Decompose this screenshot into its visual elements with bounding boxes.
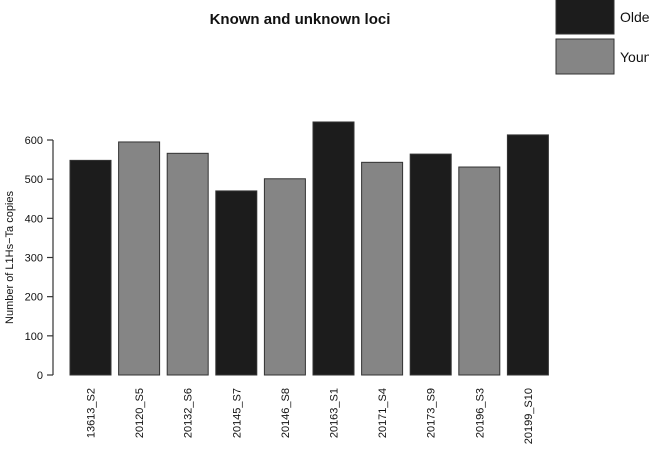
x-tick-label: 20145_S7	[231, 388, 243, 438]
x-tick-label: 20171_S4	[377, 388, 389, 438]
bar-20145_S7	[215, 190, 258, 376]
bar-20171_S4	[361, 161, 404, 376]
chart-title: Known and unknown loci	[210, 11, 391, 28]
x-tick-label: 20120_S5	[134, 388, 146, 438]
bar-20120_S5	[118, 141, 161, 376]
legend-label-older: Older	[620, 9, 649, 25]
y-tick-label: 600	[25, 135, 43, 147]
x-tick-label: 20163_S1	[329, 388, 341, 438]
y-tick-label: 100	[25, 331, 43, 343]
y-tick-label: 0	[37, 370, 43, 382]
y-tick-label: 400	[25, 213, 43, 225]
x-tick-label: 20199_S10	[523, 388, 535, 444]
x-tick-label: 20196_S3	[474, 388, 486, 438]
legend-swatch-younger	[555, 38, 615, 75]
y-tick-label: 500	[25, 174, 43, 186]
y-tick-label: 200	[25, 292, 43, 304]
bar-20196_S3	[458, 166, 501, 376]
x-tick-label: 20173_S9	[426, 388, 438, 438]
bar-20199_S10	[506, 134, 549, 376]
x-tick-label: 20146_S8	[280, 388, 292, 438]
bar-13613_S2	[69, 159, 112, 376]
x-tick-label: 20132_S6	[183, 388, 195, 438]
y-axis-label: Number of L1Hs−Ta copies	[4, 191, 16, 324]
bar-20132_S6	[166, 152, 209, 376]
legend-swatch-older	[555, 0, 615, 35]
bar-20146_S8	[263, 178, 306, 376]
y-tick-label: 300	[25, 253, 43, 265]
bar-20163_S1	[312, 121, 355, 376]
legend-label-younger: Younger	[620, 49, 649, 65]
x-tick-label: 13613_S2	[86, 388, 98, 438]
bar-20173_S9	[409, 153, 452, 376]
